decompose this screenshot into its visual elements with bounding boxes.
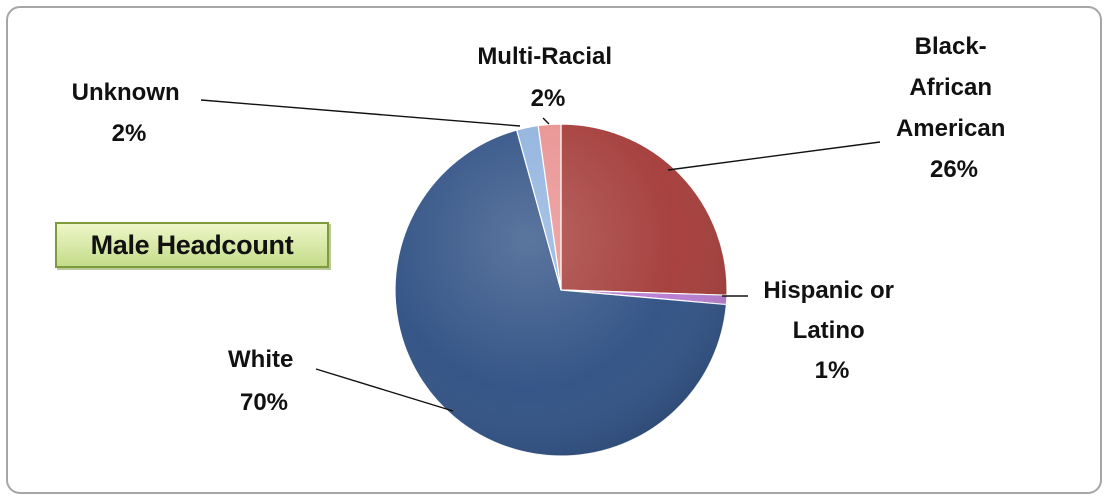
data-label-unknown: Unknown 2% xyxy=(72,79,187,147)
data-label-white-line-1: White xyxy=(228,346,293,373)
data-label-white: White 70% xyxy=(228,346,300,416)
data-label-black-african-american-line-2: African xyxy=(909,74,992,101)
leader-line-white xyxy=(315,368,454,412)
data-label-unknown-percent: 2% xyxy=(112,120,147,147)
chart-title: Male Headcount xyxy=(55,222,329,268)
data-label-black-african-american-percent: 26% xyxy=(930,156,978,183)
leader-line-unknown xyxy=(200,99,521,127)
data-label-unknown-line-1: Unknown xyxy=(72,79,180,106)
data-label-multi-racial-line-1: Multi-Racial xyxy=(477,43,612,70)
data-label-black-african-american-line-1: Black- xyxy=(915,33,987,60)
data-label-hispanic-or-latino-line-1: Hispanic or xyxy=(763,277,894,304)
data-label-hispanic-or-latino-percent: 1% xyxy=(815,357,850,384)
pie-slices xyxy=(394,123,728,457)
data-label-hispanic-or-latino-line-2: Latino xyxy=(793,317,865,344)
data-label-black-african-american-line-3: American xyxy=(896,115,1005,142)
pie-slice-black-african-american xyxy=(560,123,728,296)
data-label-hispanic-or-latino: Hispanic or Latino 1% xyxy=(763,277,900,384)
data-label-multi-racial-percent: 2% xyxy=(531,85,566,112)
data-label-black-african-american: Black- African American 26% xyxy=(896,33,1012,183)
leader-line-multi-racial xyxy=(542,117,550,125)
data-label-multi-racial: Multi-Racial 2% xyxy=(477,43,618,112)
data-label-white-percent: 70% xyxy=(240,389,288,416)
leader-line-black-african-american xyxy=(667,141,881,171)
